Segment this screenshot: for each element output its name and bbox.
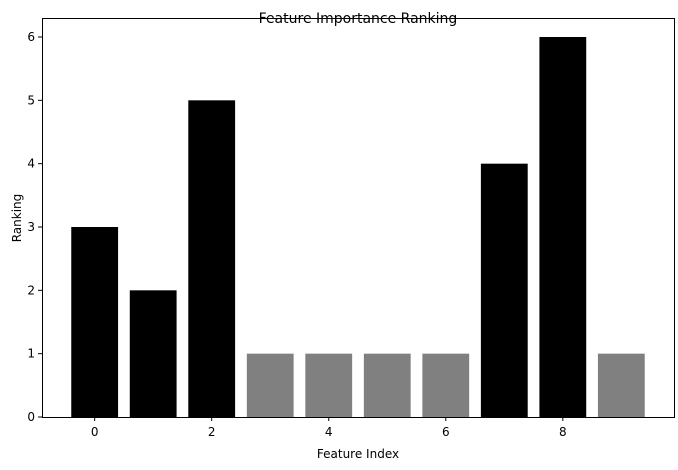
y-tick-label: 5	[27, 93, 35, 107]
bar-feature-5	[363, 353, 411, 417]
y-axis-ticks: 0 1 2 3 4 5 6	[27, 30, 42, 424]
x-tick-label: 4	[325, 425, 333, 439]
x-axis-ticks: 0 2 4 6 8	[91, 417, 567, 439]
bar-feature-0	[71, 227, 119, 417]
bar-feature-7	[480, 163, 528, 417]
x-tick-label: 6	[442, 425, 450, 439]
x-tick-label: 2	[208, 425, 216, 439]
x-tick-label: 0	[91, 425, 99, 439]
bar-feature-3	[246, 353, 294, 417]
plot-frame	[42, 18, 675, 418]
x-tick-label: 8	[559, 425, 567, 439]
y-axis-label: Ranking	[10, 194, 24, 243]
bar-feature-2	[188, 100, 236, 417]
bar-feature-6	[422, 353, 470, 417]
x-axis-label: Feature Index	[317, 447, 399, 461]
bar-feature-9	[597, 353, 645, 417]
bar-feature-1	[129, 290, 177, 417]
y-tick-label: 6	[27, 30, 35, 44]
y-tick-label: 2	[27, 283, 35, 297]
bar-feature-4	[305, 353, 353, 417]
y-tick-label: 1	[27, 347, 35, 361]
y-tick-label: 3	[27, 220, 35, 234]
bars-group	[71, 37, 645, 417]
y-tick-label: 4	[27, 157, 35, 171]
bar-feature-8	[539, 37, 587, 417]
y-tick-label: 0	[27, 410, 35, 424]
